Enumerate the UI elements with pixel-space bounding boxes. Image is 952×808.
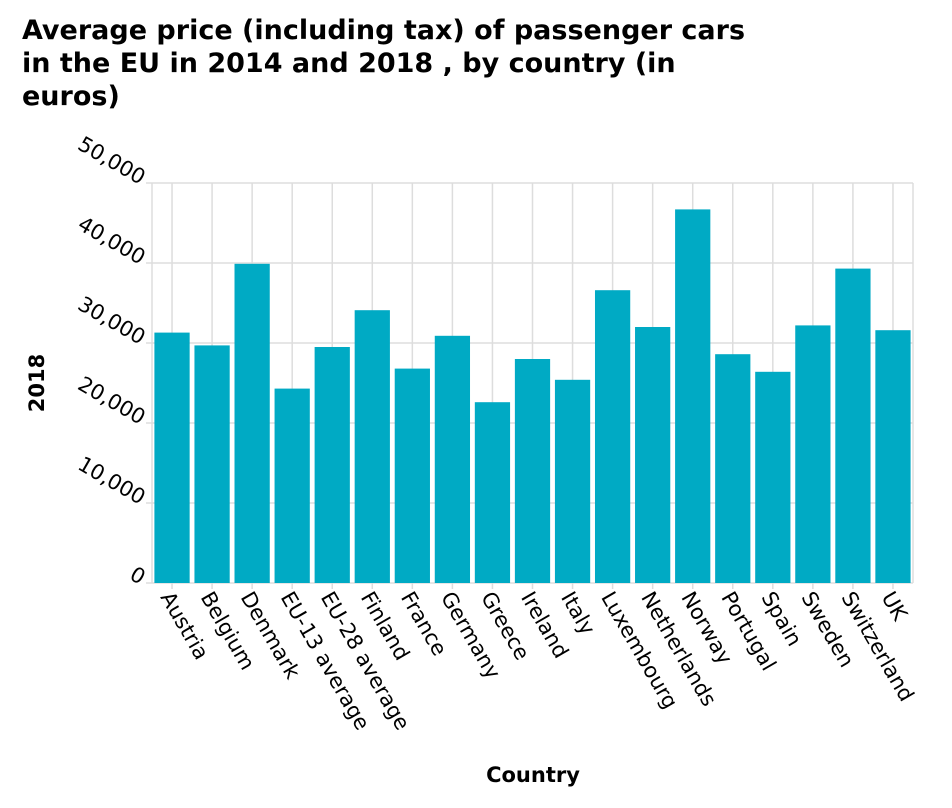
bar xyxy=(514,359,551,583)
bar xyxy=(554,379,591,583)
chart-title: Average price (including tax) of passeng… xyxy=(22,15,746,112)
bar xyxy=(354,310,390,583)
bar xyxy=(474,402,511,583)
y-tick-label: 40,000 xyxy=(74,212,150,270)
x-tick-label: UK xyxy=(877,588,913,626)
bar xyxy=(755,371,791,583)
bar xyxy=(635,327,671,583)
bar xyxy=(154,332,190,583)
y-tick-label: 10,000 xyxy=(74,452,150,510)
bar xyxy=(234,263,270,583)
bars xyxy=(154,209,911,583)
bar xyxy=(394,368,430,583)
bar xyxy=(835,268,871,583)
bar xyxy=(594,290,631,583)
bar xyxy=(434,335,471,583)
y-tick-label: 20,000 xyxy=(74,372,150,430)
bar xyxy=(675,209,711,583)
y-tick-label: 30,000 xyxy=(74,292,150,350)
bar xyxy=(314,347,350,583)
y-tick-labels: 0 10,000 20,000 30,000 40,000 50,000 xyxy=(74,132,150,590)
bar xyxy=(715,354,751,583)
bar xyxy=(795,325,831,583)
y-tick-label: 50,000 xyxy=(74,132,150,190)
y-tick-label: 0 xyxy=(126,562,150,589)
bar xyxy=(274,388,310,583)
y-axis-title: 2018 xyxy=(25,354,49,412)
bar xyxy=(194,345,230,583)
x-axis-title: Country xyxy=(486,763,580,787)
bar xyxy=(875,330,911,583)
